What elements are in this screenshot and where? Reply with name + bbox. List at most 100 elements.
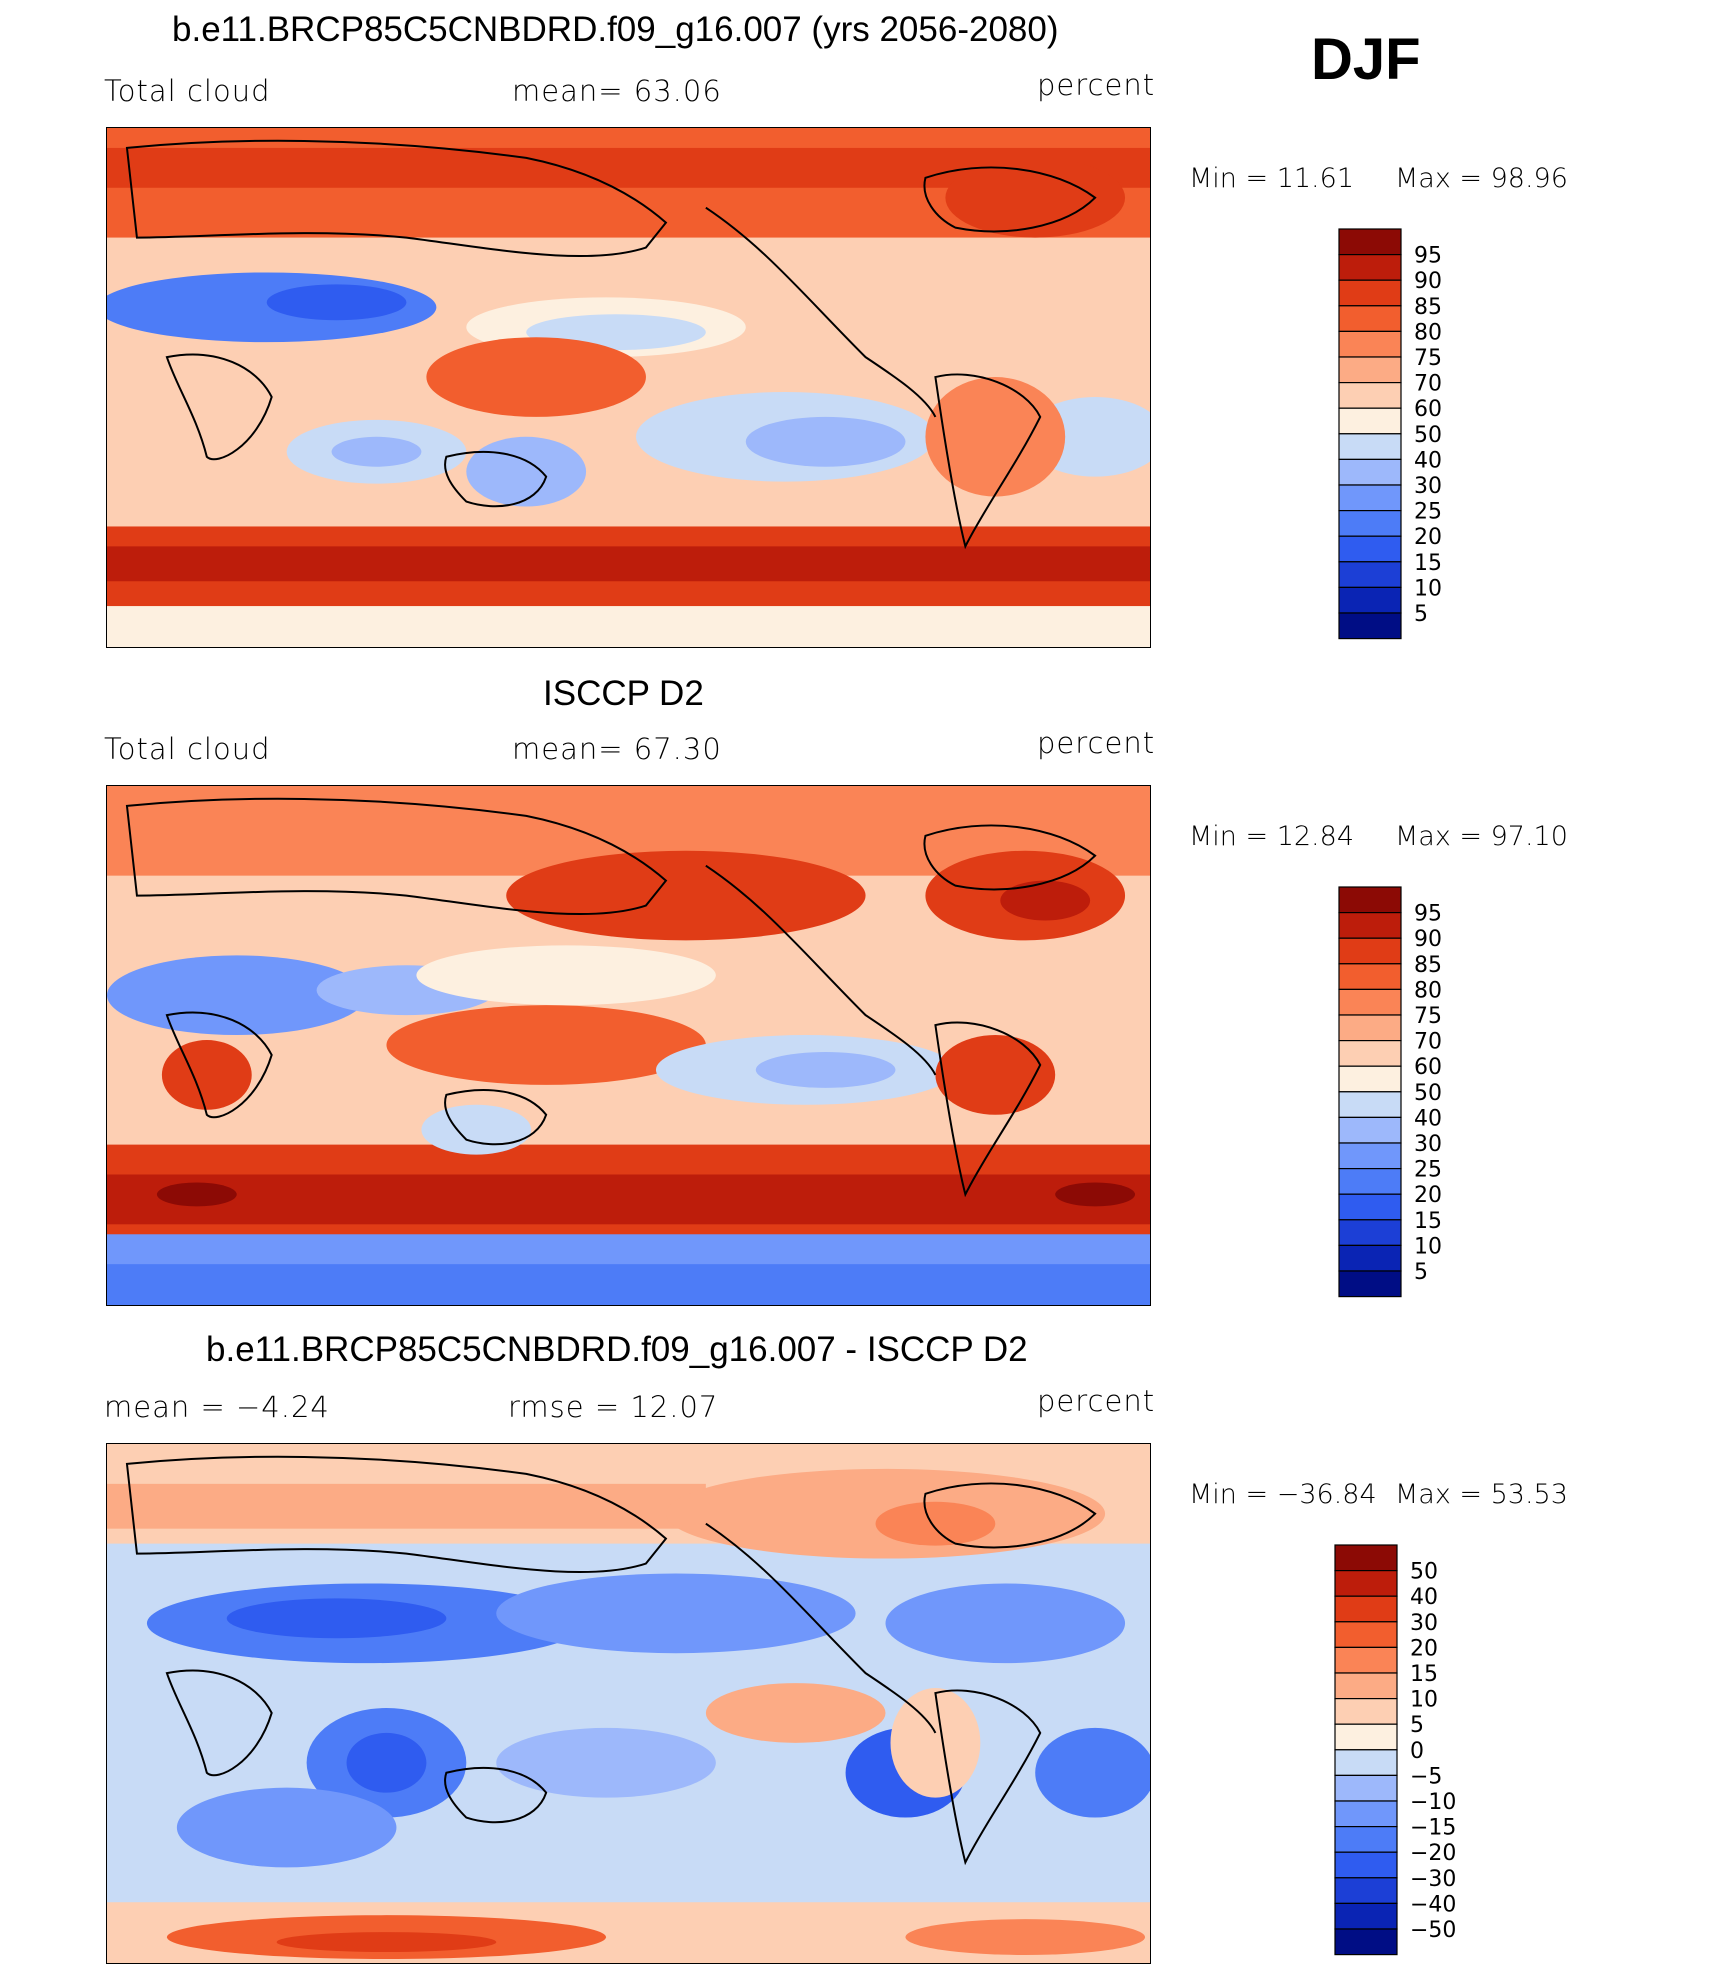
colorbar-swatch <box>1338 1091 1402 1119</box>
colorbar-tick-label: 25 <box>1414 1158 1442 1183</box>
colorbar-swatch <box>1338 1040 1402 1067</box>
colorbar-swatch <box>1338 1244 1402 1272</box>
colorbar-tick-label: 30 <box>1410 1611 1438 1636</box>
colorbar-tick-label: 40 <box>1414 448 1442 473</box>
colorbar-swatch <box>1338 561 1402 588</box>
colorbar-tick-label: 95 <box>1414 902 1442 927</box>
colorbar-tick-label: 15 <box>1414 551 1442 576</box>
panel-3-max-label: Max = 53.53 <box>1395 1479 1568 1510</box>
colorbar-tick-label: 75 <box>1414 346 1442 371</box>
panel-1-contour-field <box>107 128 1150 647</box>
panel-1-mean-label: mean= 63.06 <box>512 74 722 108</box>
colorbar-swatch <box>1338 1219 1402 1246</box>
colorbar-tick-label: 30 <box>1414 1132 1442 1157</box>
colorbar-swatch <box>1334 1698 1398 1725</box>
panel-3-contour-field <box>107 1444 1150 1963</box>
colorbar-tick-label: 10 <box>1414 576 1442 601</box>
colorbar-tick-label: 90 <box>1414 927 1442 952</box>
colorbar-swatch <box>1338 254 1402 281</box>
colorbar-swatch <box>1338 586 1402 614</box>
colorbar-tick-label: 50 <box>1410 1560 1438 1585</box>
colorbar-tick-label: −10 <box>1410 1790 1456 1815</box>
colorbar-tick-label: 40 <box>1410 1585 1438 1610</box>
colorbar-tick-label: −40 <box>1410 1892 1456 1917</box>
colorbar-swatch <box>1338 1270 1402 1298</box>
colorbar-tick-label: 85 <box>1414 295 1442 320</box>
colorbar-swatch <box>1338 330 1402 358</box>
colorbar-swatch <box>1334 1570 1398 1597</box>
colorbar-swatch <box>1338 912 1402 939</box>
colorbar-swatch <box>1334 1723 1398 1751</box>
colorbar-swatch <box>1338 988 1402 1016</box>
colorbar-tick-label: 50 <box>1414 1081 1442 1106</box>
colorbar-tick-label: 15 <box>1414 1209 1442 1234</box>
colorbar-swatch <box>1334 1800 1398 1828</box>
colorbar-swatch <box>1338 886 1402 914</box>
colorbar-tick-label: 70 <box>1414 372 1442 397</box>
colorbar-swatch <box>1334 1902 1398 1930</box>
panel-1-min-label: Min = 11.61 <box>1189 163 1354 194</box>
colorbar-tick-label: 20 <box>1414 525 1442 550</box>
panel-1-colorbar: 95 90 85 80 75 70 60 50 40 30 25 20 15 10 5 <box>1338 228 1488 642</box>
colorbar-tick-label: 95 <box>1414 244 1442 269</box>
colorbar-swatch <box>1334 1672 1398 1700</box>
colorbar-swatch <box>1334 1928 1398 1956</box>
panel-2-contour-field <box>107 786 1150 1305</box>
colorbar-swatch <box>1338 228 1402 256</box>
panel-3-colorbar: 50 40 30 20 15 10 5 0 −5 −10 −15 −20 −30 −40 −50 <box>1334 1544 1484 1958</box>
panel-1-title: b.e11.BRCP85C5CNBDRD.f09_g16.007 (yrs 20… <box>172 10 1059 49</box>
panel-3-title: b.e11.BRCP85C5CNBDRD.f09_g16.007 - ISCCP… <box>206 1330 1028 1369</box>
colorbar-tick-label: 85 <box>1414 953 1442 978</box>
colorbar-swatch <box>1338 1168 1402 1195</box>
colorbar-swatch <box>1334 1621 1398 1649</box>
colorbar-swatch <box>1338 305 1402 333</box>
colorbar-swatch <box>1338 279 1402 307</box>
colorbar-tick-label: 75 <box>1414 1004 1442 1029</box>
colorbar-tick-label: 80 <box>1414 978 1442 1003</box>
colorbar-tick-label: 60 <box>1414 1055 1442 1080</box>
colorbar-tick-label: 5 <box>1414 1260 1428 1285</box>
colorbar-swatch <box>1334 1826 1398 1853</box>
panel-2-mean-label: mean= 67.30 <box>512 732 722 766</box>
panel-2-min-label: Min = 12.84 <box>1189 821 1354 852</box>
panel-2-title: ISCCP D2 <box>543 674 704 713</box>
colorbar-tick-label: 0 <box>1410 1739 1424 1764</box>
colorbar-tick-label: 40 <box>1414 1106 1442 1131</box>
colorbar-tick-label: 20 <box>1410 1636 1438 1661</box>
colorbar-tick-label: 70 <box>1414 1030 1442 1055</box>
colorbar-tick-label: 15 <box>1410 1662 1438 1687</box>
colorbar-tick-label: 25 <box>1414 500 1442 525</box>
panel-2-max-label: Max = 97.10 <box>1395 821 1568 852</box>
colorbar-swatch <box>1338 612 1402 640</box>
colorbar-swatch <box>1338 1116 1402 1144</box>
colorbar-swatch <box>1338 407 1402 435</box>
panel-3-rmse-label: rmse = 12.07 <box>508 1390 719 1424</box>
colorbar-swatch <box>1334 1646 1398 1674</box>
colorbar-tick-label: −30 <box>1410 1867 1456 1892</box>
colorbar-tick-label: 90 <box>1414 269 1442 294</box>
panel-1-max-label: Max = 98.96 <box>1395 163 1568 194</box>
panel-2-colorbar: 95 90 85 80 75 70 60 50 40 30 25 20 15 10 5 <box>1338 886 1488 1300</box>
colorbar-swatch <box>1338 433 1402 461</box>
colorbar-tick-label: 5 <box>1414 602 1428 627</box>
panel-2-map <box>106 785 1151 1306</box>
colorbar-swatch <box>1334 1544 1398 1572</box>
colorbar-tick-label: 10 <box>1410 1688 1438 1713</box>
colorbar-swatch <box>1338 382 1402 409</box>
colorbar-tick-label: 20 <box>1414 1183 1442 1208</box>
colorbar-tick-label: −5 <box>1410 1764 1442 1789</box>
colorbar-swatch <box>1334 1877 1398 1904</box>
colorbar-tick-label: 10 <box>1414 1234 1442 1259</box>
colorbar-tick-label: −15 <box>1410 1816 1456 1841</box>
colorbar-tick-label: 30 <box>1414 474 1442 499</box>
colorbar-swatch <box>1338 937 1402 965</box>
panel-1-units-label: percent <box>1037 68 1156 102</box>
colorbar-swatch <box>1338 1014 1402 1042</box>
colorbar-swatch <box>1338 458 1402 486</box>
colorbar-tick-label: 80 <box>1414 320 1442 345</box>
panel-2-left-label: Total cloud <box>104 732 271 766</box>
colorbar-swatch <box>1338 1193 1402 1221</box>
season-label: DJF <box>1311 27 1421 92</box>
